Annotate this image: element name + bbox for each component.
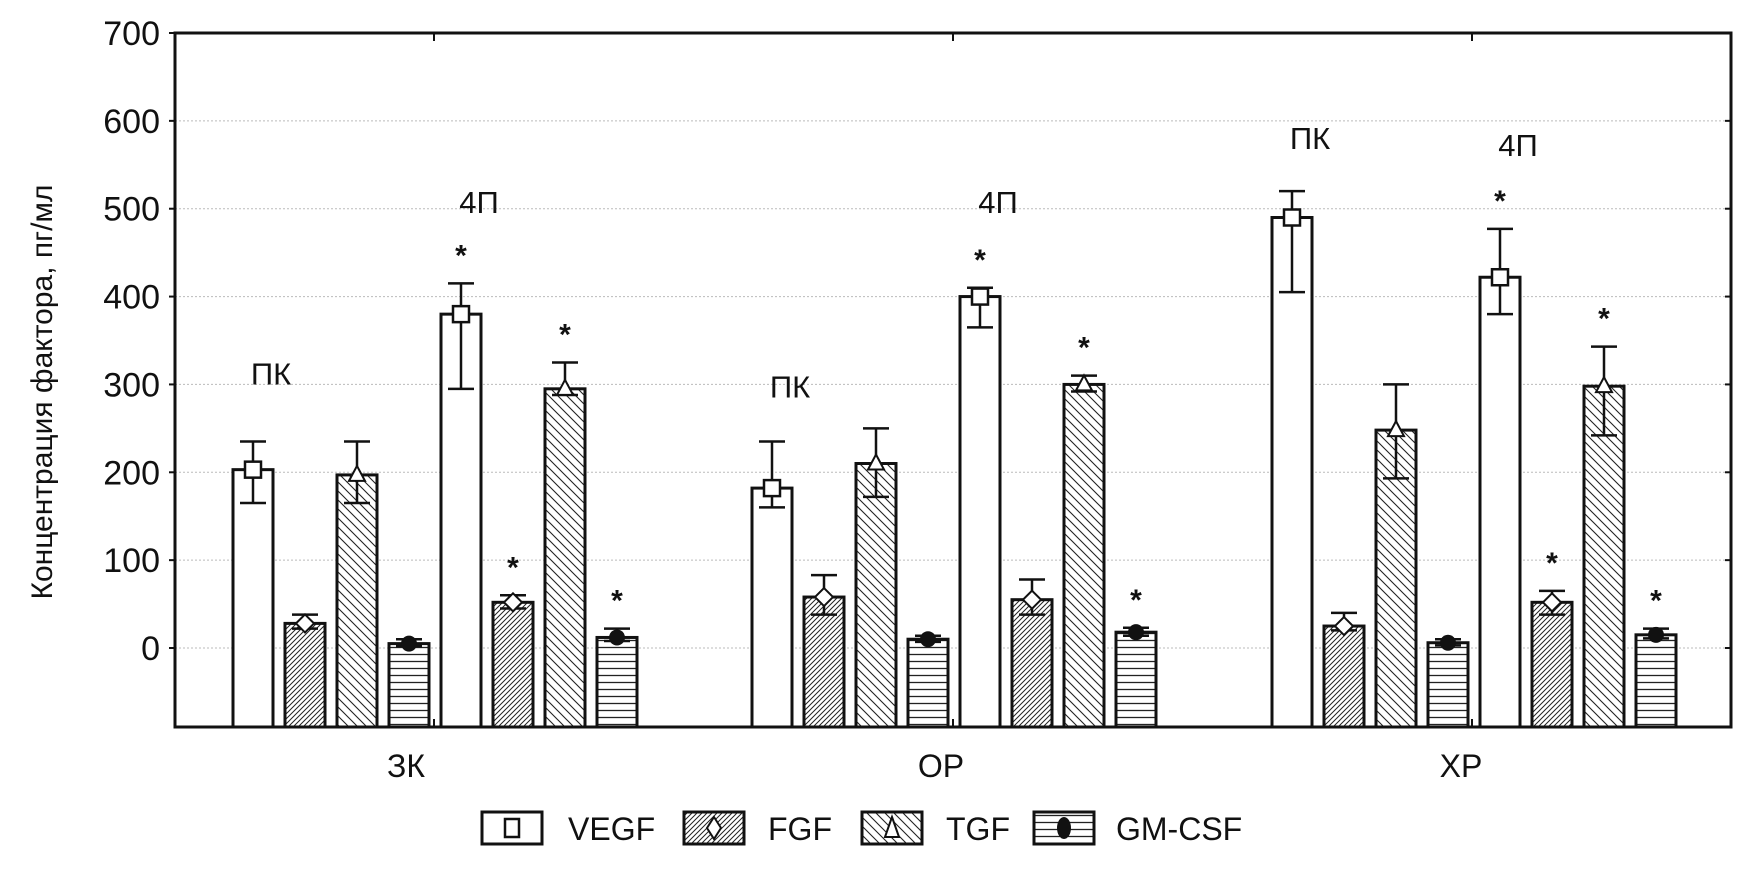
- y-tick-label: 200: [103, 454, 160, 492]
- diamond-marker: [502, 591, 524, 613]
- bar-tgf: [1062, 382, 1106, 729]
- triangle-icon: [883, 813, 901, 838]
- bar-fgf: [802, 595, 846, 729]
- grid-lines: [175, 120, 1731, 649]
- diamond-marker: [1021, 589, 1043, 611]
- significance-star: *: [1546, 547, 1558, 580]
- significance-star: *: [1598, 303, 1610, 336]
- bar-tgf: [543, 387, 587, 729]
- bar-vegf: [231, 468, 275, 729]
- bar-gm-csf: [1634, 633, 1678, 729]
- x-tick-label: ОР: [918, 748, 964, 784]
- bar-vegf: [1270, 216, 1314, 729]
- square-marker: [970, 287, 990, 306]
- square-marker: [243, 460, 263, 479]
- bar-gm-csf: [906, 637, 950, 729]
- x-tick-label: ХР: [1440, 748, 1483, 784]
- significance-star: *: [507, 551, 519, 584]
- significance-star: *: [559, 318, 571, 351]
- circle-marker: [1440, 634, 1456, 651]
- y-axis-label: Концентрация фактора, пг/мл: [26, 184, 59, 599]
- bar-vegf: [958, 295, 1002, 729]
- diamond-icon: [705, 815, 723, 841]
- bar-fgf: [1322, 624, 1366, 729]
- square-icon: [503, 817, 521, 839]
- significance-star: *: [1494, 185, 1506, 218]
- y-tick-label: 600: [103, 103, 160, 141]
- y-tick-label: 100: [103, 542, 160, 580]
- legend-label: TGF: [946, 811, 1010, 847]
- bar-gm-csf: [1426, 641, 1470, 729]
- triangle-marker: [555, 377, 575, 396]
- triangle-marker: [1386, 418, 1406, 438]
- bar-fgf: [1530, 600, 1574, 729]
- bars-layer: [231, 216, 1678, 729]
- circle-marker: [1648, 626, 1664, 643]
- x-tick-labels: ЗК ОР ХР: [387, 748, 1482, 784]
- legend-label: FGF: [768, 811, 832, 847]
- subgroup-label: ПК: [770, 370, 810, 405]
- significance-star: *: [611, 585, 623, 618]
- bar-fgf: [1010, 598, 1054, 729]
- diamond-marker: [813, 586, 835, 608]
- square-marker: [451, 304, 471, 324]
- y-tick-label: 0: [141, 630, 160, 668]
- circle-icon: [1057, 817, 1071, 839]
- bar-gm-csf: [595, 635, 639, 729]
- x-tick-label: ЗК: [387, 748, 425, 784]
- significance-star: *: [455, 239, 467, 272]
- bar-tgf: [335, 473, 379, 729]
- circle-marker: [1128, 624, 1144, 641]
- subgroup-label: ПК: [1290, 121, 1330, 156]
- bar-fgf: [491, 600, 535, 729]
- subgroup-label: ПК: [251, 356, 291, 391]
- square-marker: [1490, 267, 1510, 287]
- triangle-marker: [347, 463, 367, 482]
- bar-tgf: [1582, 384, 1626, 729]
- legend-label: VEGF: [568, 811, 655, 847]
- axes: [169, 31, 1733, 729]
- y-tick-label: 300: [103, 366, 160, 404]
- circle-marker: [920, 631, 936, 648]
- significance-star: *: [1078, 332, 1090, 365]
- annotations-layer: ПК 4П ПК 4П ПК 4П: [251, 121, 1538, 405]
- bar-gm-csf: [1114, 630, 1158, 729]
- significance-layer: * * * * * * * * * * *: [455, 185, 1662, 618]
- subgroup-label: 4П: [978, 185, 1018, 220]
- triangle-marker: [1074, 373, 1094, 392]
- y-tick-label: 500: [103, 191, 160, 229]
- y-tick-label: 700: [103, 15, 160, 53]
- diamond-marker: [1541, 591, 1563, 613]
- diamond-marker: [294, 612, 316, 634]
- bar-gm-csf: [387, 642, 431, 729]
- subgroup-label: 4П: [1498, 128, 1538, 163]
- diamond-marker: [1333, 615, 1355, 637]
- bar-tgf: [854, 462, 898, 729]
- legend: VEGF FGF TGF GM-CSF: [480, 810, 1242, 847]
- y-tick-label: 400: [103, 279, 160, 317]
- significance-star: *: [1650, 585, 1662, 618]
- significance-star: *: [1130, 584, 1142, 617]
- triangle-marker: [1594, 375, 1614, 394]
- square-marker: [1282, 208, 1302, 227]
- significance-star: *: [974, 244, 986, 277]
- square-marker: [762, 478, 782, 498]
- y-tick-labels: 0 100 200 300 400 500 600 700: [103, 15, 160, 668]
- legend-label: GM-CSF: [1116, 811, 1242, 847]
- bar-vegf: [1478, 275, 1522, 729]
- triangle-marker: [866, 452, 886, 471]
- markers-layer: [243, 208, 1664, 652]
- subgroup-label: 4П: [459, 185, 499, 220]
- circle-marker: [609, 629, 625, 646]
- circle-marker: [401, 635, 417, 652]
- bar-fgf: [283, 621, 327, 729]
- bar-vegf: [750, 486, 794, 729]
